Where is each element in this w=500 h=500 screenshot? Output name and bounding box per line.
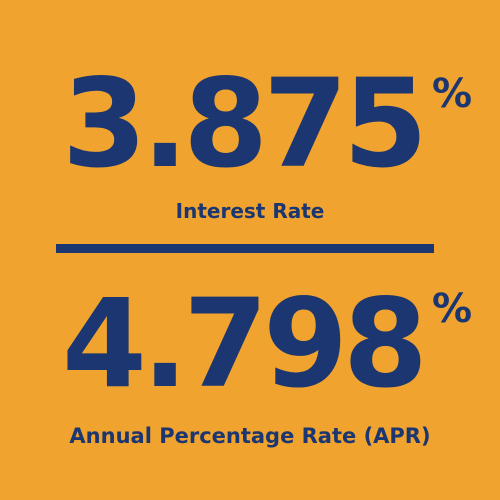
apr-label: Annual Percentage Rate (APR) — [69, 424, 431, 448]
interest-percent-sign: % — [432, 71, 473, 117]
divider-line — [56, 244, 434, 253]
interest-rate-value: 3.875 — [62, 53, 428, 195]
apr-value: 4.798 — [62, 273, 428, 415]
interest-rate-label: Interest Rate — [175, 199, 325, 223]
interest-rate-block: 3.875 % Interest Rate — [0, 0, 500, 230]
apr-percent-sign: % — [432, 286, 473, 332]
